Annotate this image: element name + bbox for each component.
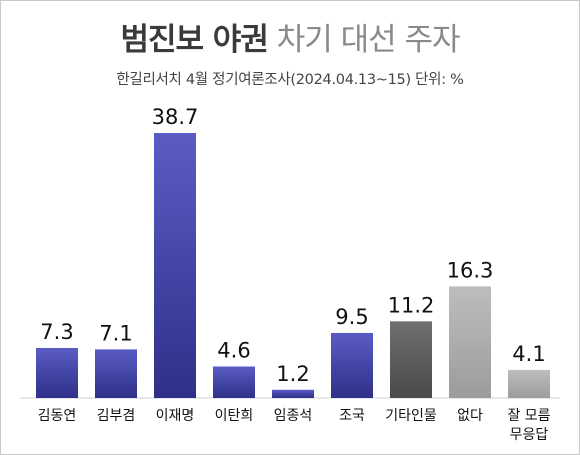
category-label-0: 김동연 xyxy=(38,408,77,424)
value-label-5: 9.5 xyxy=(335,305,368,329)
category-label-8-0: 잘 모름 xyxy=(507,408,550,424)
chart-title: 범진보 야권 차기 대선 주자 xyxy=(0,14,580,59)
bar-1 xyxy=(95,349,137,398)
bar-7 xyxy=(449,286,491,398)
value-label-7: 16.3 xyxy=(447,258,494,282)
value-label-3: 4.6 xyxy=(217,339,250,363)
category-label-8-1: 무응답 xyxy=(510,427,549,443)
value-label-1: 7.1 xyxy=(99,321,132,345)
value-label-0: 7.3 xyxy=(40,320,73,344)
bar-2 xyxy=(154,133,196,398)
bar-8 xyxy=(508,369,550,398)
bar-4 xyxy=(272,389,314,398)
chart-subtitle: 한길리서치 4월 정기여론조사(2024.04.13~15) 단위: % xyxy=(116,72,464,88)
value-label-6: 11.2 xyxy=(388,293,435,317)
title-light: 차기 대선 주자 xyxy=(276,22,461,58)
value-label-4: 1.2 xyxy=(276,362,309,386)
category-label-7: 없다 xyxy=(457,408,483,424)
bar-0 xyxy=(36,348,78,398)
category-label-2: 이재명 xyxy=(156,408,195,424)
bar-5 xyxy=(331,332,373,398)
category-label-3: 이탄희 xyxy=(215,408,254,424)
category-label-1: 김부겸 xyxy=(97,408,136,424)
category-label-4: 임종석 xyxy=(274,408,313,424)
category-label-5: 조국 xyxy=(339,408,365,424)
value-label-8: 4.1 xyxy=(512,342,545,366)
title-bold: 범진보 야권 xyxy=(120,22,268,58)
value-label-2: 38.7 xyxy=(152,105,199,129)
bar-3 xyxy=(213,366,255,398)
bar-6 xyxy=(390,321,432,398)
category-label-6: 기타인물 xyxy=(385,408,437,424)
